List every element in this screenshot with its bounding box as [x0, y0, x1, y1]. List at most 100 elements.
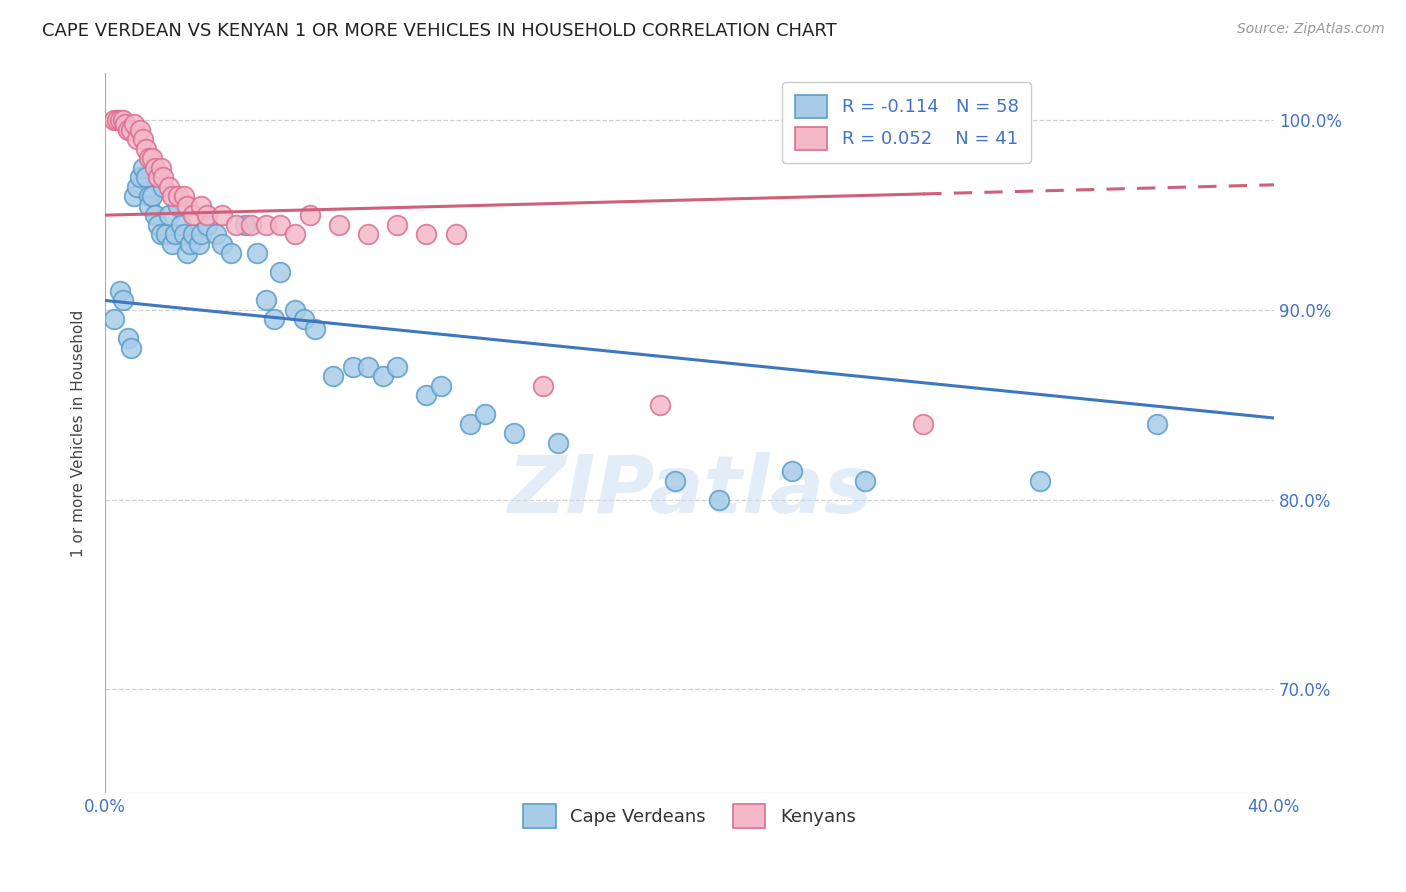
Point: [195, 218, 218, 232]
Point: [430, 378, 453, 392]
Point: [141, 151, 163, 165]
Point: [254, 293, 277, 308]
Point: [357, 227, 380, 241]
Point: [143, 208, 166, 222]
Legend: Cape Verdeans, Kenyans: Cape Verdeans, Kenyans: [516, 797, 863, 835]
Point: [707, 492, 730, 507]
Point: [160, 236, 183, 251]
Point: [129, 170, 152, 185]
Point: [149, 161, 172, 175]
Point: [342, 359, 364, 374]
Text: ZIPatlas: ZIPatlas: [508, 451, 872, 530]
Point: [190, 199, 212, 213]
Point: [444, 227, 467, 241]
Point: [176, 246, 198, 260]
Point: [152, 170, 174, 185]
Point: [167, 189, 190, 203]
Point: [135, 170, 157, 185]
Point: [190, 227, 212, 241]
Point: [211, 236, 233, 251]
Point: [304, 322, 326, 336]
Point: [269, 218, 291, 232]
Point: [458, 417, 481, 431]
Point: [531, 378, 554, 392]
Text: Source: ZipAtlas.com: Source: ZipAtlas.com: [1237, 22, 1385, 37]
Point: [181, 227, 204, 241]
Point: [474, 407, 496, 421]
Point: [120, 341, 142, 355]
Point: [246, 246, 269, 260]
Point: [152, 179, 174, 194]
Point: [132, 161, 155, 175]
Point: [138, 189, 160, 203]
Point: [179, 236, 201, 251]
Point: [205, 227, 228, 241]
Point: [187, 236, 209, 251]
Point: [135, 142, 157, 156]
Point: [328, 218, 350, 232]
Point: [269, 265, 291, 279]
Point: [165, 227, 187, 241]
Point: [122, 117, 145, 131]
Point: [371, 369, 394, 384]
Point: [138, 151, 160, 165]
Point: [503, 426, 526, 441]
Point: [219, 246, 242, 260]
Point: [225, 218, 247, 232]
Point: [111, 113, 134, 128]
Point: [233, 218, 256, 232]
Point: [117, 331, 139, 345]
Point: [160, 189, 183, 203]
Point: [167, 199, 190, 213]
Point: [1029, 474, 1052, 488]
Point: [170, 218, 193, 232]
Point: [211, 208, 233, 222]
Point: [650, 398, 672, 412]
Point: [415, 388, 437, 402]
Point: [114, 117, 136, 131]
Point: [357, 359, 380, 374]
Point: [111, 293, 134, 308]
Point: [149, 227, 172, 241]
Point: [157, 208, 180, 222]
Point: [322, 369, 344, 384]
Point: [254, 218, 277, 232]
Point: [132, 132, 155, 146]
Point: [103, 312, 125, 326]
Point: [284, 302, 307, 317]
Point: [173, 227, 195, 241]
Point: [105, 113, 128, 128]
Point: [103, 113, 125, 128]
Point: [155, 227, 177, 241]
Point: [181, 208, 204, 222]
Point: [780, 464, 803, 478]
Point: [129, 123, 152, 137]
Point: [547, 435, 569, 450]
Point: [173, 189, 195, 203]
Point: [122, 189, 145, 203]
Point: [292, 312, 315, 326]
Point: [176, 199, 198, 213]
Point: [912, 417, 935, 431]
Point: [415, 227, 437, 241]
Point: [853, 474, 876, 488]
Point: [108, 284, 131, 298]
Point: [240, 218, 263, 232]
Y-axis label: 1 or more Vehicles in Household: 1 or more Vehicles in Household: [72, 310, 86, 557]
Point: [146, 218, 169, 232]
Point: [108, 113, 131, 128]
Point: [284, 227, 307, 241]
Text: CAPE VERDEAN VS KENYAN 1 OR MORE VEHICLES IN HOUSEHOLD CORRELATION CHART: CAPE VERDEAN VS KENYAN 1 OR MORE VEHICLE…: [42, 22, 837, 40]
Point: [195, 208, 218, 222]
Point: [143, 161, 166, 175]
Point: [387, 359, 409, 374]
Point: [127, 132, 149, 146]
Point: [664, 474, 686, 488]
Point: [127, 179, 149, 194]
Point: [157, 179, 180, 194]
Point: [263, 312, 285, 326]
Point: [141, 189, 163, 203]
Point: [117, 123, 139, 137]
Point: [298, 208, 321, 222]
Point: [146, 170, 169, 185]
